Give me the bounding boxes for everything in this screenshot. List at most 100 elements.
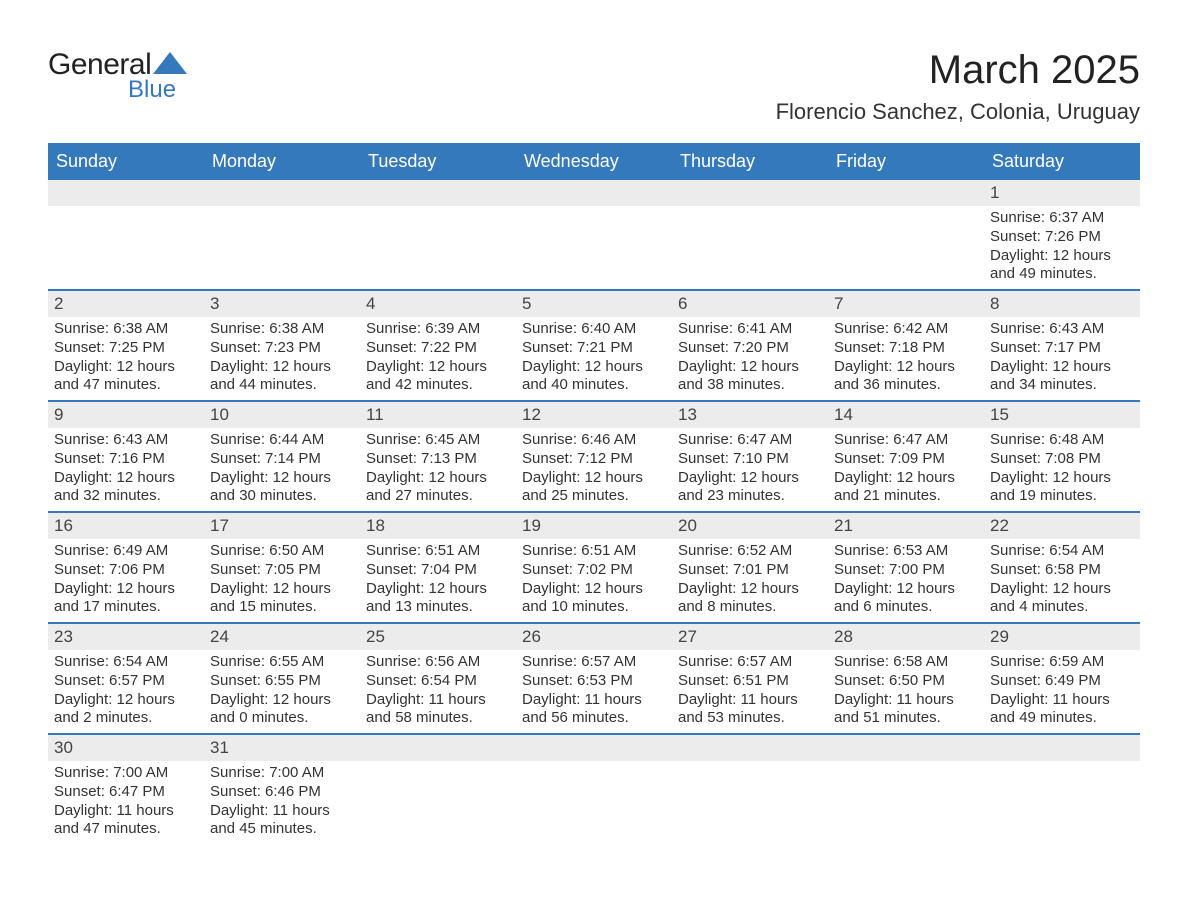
sunrise-text: Sunrise: 6:43 AM — [990, 320, 1134, 339]
day-detail: Sunrise: 6:59 AMSunset: 6:49 PMDaylight:… — [984, 650, 1140, 734]
daylight-text: Daylight: 12 hours and 27 minutes. — [366, 469, 510, 507]
day-number: 28 — [828, 623, 984, 650]
day-detail: Sunrise: 6:51 AMSunset: 7:02 PMDaylight:… — [516, 539, 672, 623]
sunset-text: Sunset: 7:12 PM — [522, 450, 666, 469]
day-number: 27 — [672, 623, 828, 650]
daylight-text: Daylight: 12 hours and 10 minutes. — [522, 580, 666, 618]
day-detail: Sunrise: 6:54 AMSunset: 6:57 PMDaylight:… — [48, 650, 204, 734]
day-detail: Sunrise: 6:44 AMSunset: 7:14 PMDaylight:… — [204, 428, 360, 512]
daylight-text: Daylight: 12 hours and 4 minutes. — [990, 580, 1134, 618]
sunrise-text: Sunrise: 6:57 AM — [522, 653, 666, 672]
sunrise-text: Sunrise: 6:55 AM — [210, 653, 354, 672]
day-detail: Sunrise: 6:58 AMSunset: 6:50 PMDaylight:… — [828, 650, 984, 734]
day-number: 20 — [672, 512, 828, 539]
sunrise-text: Sunrise: 6:48 AM — [990, 431, 1134, 450]
day-number: 18 — [360, 512, 516, 539]
sunset-text: Sunset: 6:57 PM — [54, 672, 198, 691]
daylight-text: Daylight: 12 hours and 36 minutes. — [834, 358, 978, 396]
empty-cell — [984, 761, 1140, 844]
sunrise-text: Sunrise: 6:54 AM — [990, 542, 1134, 561]
weekday-header: Sunday — [48, 143, 204, 180]
weekday-header: Saturday — [984, 143, 1140, 180]
empty-cell — [516, 761, 672, 844]
page-header: General Blue March 2025 Florencio Sanche… — [48, 48, 1140, 125]
daylight-text: Daylight: 12 hours and 15 minutes. — [210, 580, 354, 618]
day-number: 17 — [204, 512, 360, 539]
day-number: 15 — [984, 401, 1140, 428]
weekday-header: Friday — [828, 143, 984, 180]
empty-cell — [204, 206, 360, 290]
day-number: 30 — [48, 734, 204, 761]
day-number: 4 — [360, 290, 516, 317]
sunset-text: Sunset: 6:54 PM — [366, 672, 510, 691]
sunset-text: Sunset: 6:53 PM — [522, 672, 666, 691]
sunset-text: Sunset: 6:58 PM — [990, 561, 1134, 580]
daylight-text: Daylight: 12 hours and 17 minutes. — [54, 580, 198, 618]
weekday-header: Thursday — [672, 143, 828, 180]
daylight-text: Daylight: 12 hours and 8 minutes. — [678, 580, 822, 618]
sunrise-text: Sunrise: 6:44 AM — [210, 431, 354, 450]
sunset-text: Sunset: 7:21 PM — [522, 339, 666, 358]
title-block: March 2025 Florencio Sanchez, Colonia, U… — [776, 48, 1140, 125]
day-number: 25 — [360, 623, 516, 650]
sunset-text: Sunset: 7:16 PM — [54, 450, 198, 469]
day-detail: Sunrise: 6:38 AMSunset: 7:25 PMDaylight:… — [48, 317, 204, 401]
daylight-text: Daylight: 12 hours and 13 minutes. — [366, 580, 510, 618]
day-detail: Sunrise: 6:57 AMSunset: 6:53 PMDaylight:… — [516, 650, 672, 734]
empty-cell — [360, 734, 516, 761]
day-detail: Sunrise: 6:46 AMSunset: 7:12 PMDaylight:… — [516, 428, 672, 512]
empty-cell — [672, 734, 828, 761]
day-detail: Sunrise: 7:00 AMSunset: 6:47 PMDaylight:… — [48, 761, 204, 844]
sunrise-text: Sunrise: 6:49 AM — [54, 542, 198, 561]
sunrise-text: Sunrise: 6:41 AM — [678, 320, 822, 339]
sunset-text: Sunset: 7:20 PM — [678, 339, 822, 358]
sunrise-text: Sunrise: 6:42 AM — [834, 320, 978, 339]
day-detail: Sunrise: 6:56 AMSunset: 6:54 PMDaylight:… — [360, 650, 516, 734]
daylight-text: Daylight: 12 hours and 44 minutes. — [210, 358, 354, 396]
daylight-text: Daylight: 12 hours and 42 minutes. — [366, 358, 510, 396]
empty-cell — [828, 761, 984, 844]
sunrise-text: Sunrise: 6:53 AM — [834, 542, 978, 561]
logo-triangle-icon — [153, 52, 187, 79]
day-detail: Sunrise: 6:47 AMSunset: 7:09 PMDaylight:… — [828, 428, 984, 512]
day-number: 26 — [516, 623, 672, 650]
sunset-text: Sunset: 7:23 PM — [210, 339, 354, 358]
day-number: 1 — [984, 180, 1140, 206]
sunrise-text: Sunrise: 6:47 AM — [834, 431, 978, 450]
sunset-text: Sunset: 7:02 PM — [522, 561, 666, 580]
day-number: 22 — [984, 512, 1140, 539]
daylight-text: Daylight: 12 hours and 49 minutes. — [990, 247, 1134, 285]
sunset-text: Sunset: 7:05 PM — [210, 561, 354, 580]
sunset-text: Sunset: 7:09 PM — [834, 450, 978, 469]
day-detail: Sunrise: 6:48 AMSunset: 7:08 PMDaylight:… — [984, 428, 1140, 512]
day-detail: Sunrise: 6:54 AMSunset: 6:58 PMDaylight:… — [984, 539, 1140, 623]
day-detail: Sunrise: 6:57 AMSunset: 6:51 PMDaylight:… — [672, 650, 828, 734]
day-number: 14 — [828, 401, 984, 428]
empty-cell — [516, 734, 672, 761]
day-number: 19 — [516, 512, 672, 539]
sunrise-text: Sunrise: 6:47 AM — [678, 431, 822, 450]
sunset-text: Sunset: 7:14 PM — [210, 450, 354, 469]
day-detail: Sunrise: 6:52 AMSunset: 7:01 PMDaylight:… — [672, 539, 828, 623]
sunset-text: Sunset: 7:06 PM — [54, 561, 198, 580]
sunset-text: Sunset: 6:47 PM — [54, 783, 198, 802]
day-number: 24 — [204, 623, 360, 650]
daylight-text: Daylight: 12 hours and 19 minutes. — [990, 469, 1134, 507]
sunrise-text: Sunrise: 6:38 AM — [210, 320, 354, 339]
sunset-text: Sunset: 7:17 PM — [990, 339, 1134, 358]
empty-cell — [360, 180, 516, 206]
weekday-header: Tuesday — [360, 143, 516, 180]
daylight-text: Daylight: 11 hours and 53 minutes. — [678, 691, 822, 729]
sunset-text: Sunset: 6:55 PM — [210, 672, 354, 691]
day-detail: Sunrise: 6:41 AMSunset: 7:20 PMDaylight:… — [672, 317, 828, 401]
daylight-text: Daylight: 12 hours and 6 minutes. — [834, 580, 978, 618]
empty-cell — [828, 734, 984, 761]
day-detail: Sunrise: 6:45 AMSunset: 7:13 PMDaylight:… — [360, 428, 516, 512]
daylight-text: Daylight: 12 hours and 38 minutes. — [678, 358, 822, 396]
daylight-text: Daylight: 12 hours and 21 minutes. — [834, 469, 978, 507]
day-number: 23 — [48, 623, 204, 650]
sunset-text: Sunset: 6:46 PM — [210, 783, 354, 802]
empty-cell — [828, 180, 984, 206]
day-number: 16 — [48, 512, 204, 539]
day-number: 5 — [516, 290, 672, 317]
